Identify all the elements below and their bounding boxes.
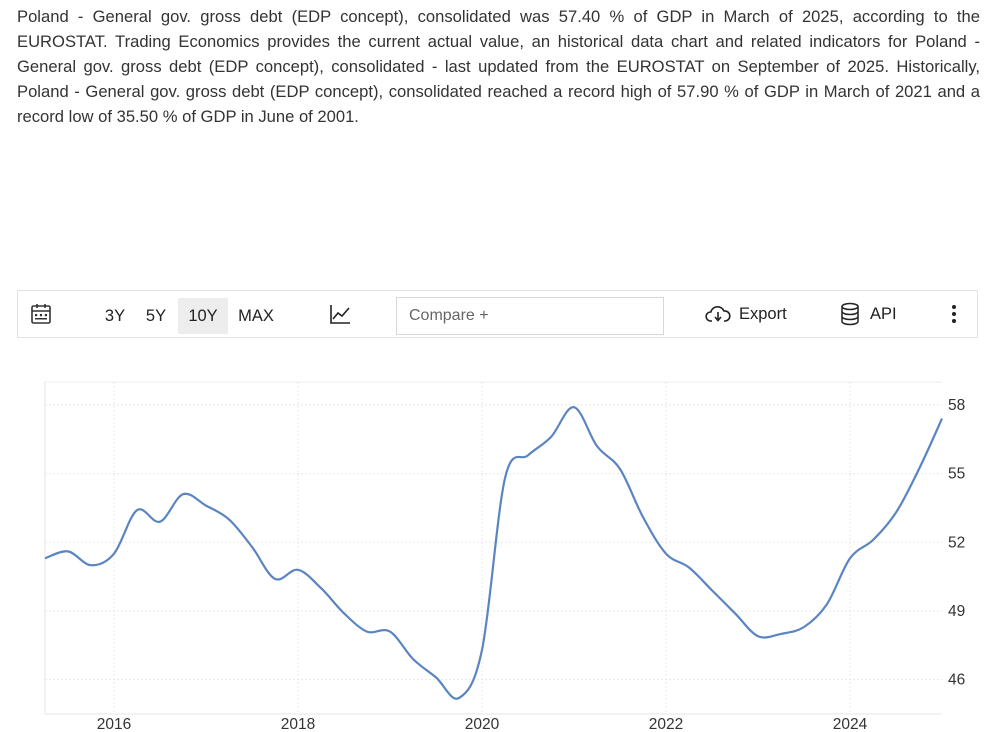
- data-point: [158, 519, 163, 524]
- y-tick-label: 49: [948, 603, 965, 620]
- range-button-max[interactable]: MAX: [238, 306, 274, 325]
- data-point: [618, 467, 623, 472]
- y-tick-label: 46: [948, 672, 965, 689]
- api-label: API: [870, 304, 897, 323]
- x-tick-label: 2018: [281, 716, 315, 732]
- y-tick-label: 55: [948, 466, 965, 483]
- data-point: [825, 602, 830, 607]
- data-point: [526, 453, 531, 458]
- line-chart: 46 49 52 55 58 2016 2018 2020 2022 2024: [43, 381, 965, 732]
- data-point: [43, 556, 48, 561]
- compare-input[interactable]: [396, 297, 664, 335]
- data-point: [273, 576, 278, 581]
- range-button-5y[interactable]: 5Y: [145, 306, 167, 325]
- range-button-3y[interactable]: 3Y: [104, 306, 126, 325]
- x-tick-label: 2022: [649, 716, 683, 732]
- data-point: [710, 588, 715, 593]
- data-point: [388, 629, 393, 634]
- data-point: [89, 563, 94, 568]
- x-tick-label: 2024: [833, 716, 868, 732]
- data-point: [227, 517, 232, 522]
- data-point: [181, 492, 186, 497]
- data-point: [871, 538, 876, 543]
- series-line: [44, 406, 944, 700]
- y-tick-label: 58: [948, 397, 965, 414]
- api-button[interactable]: API: [840, 291, 897, 337]
- data-point: [480, 647, 485, 652]
- data-point: [319, 586, 324, 591]
- data-point: [595, 444, 600, 449]
- data-point: [779, 631, 784, 636]
- chart-area: 46 49 52 55 58 2016 2018 2020 2022 2024: [0, 340, 989, 732]
- data-point: [549, 435, 554, 440]
- data-point: [204, 503, 209, 508]
- export-label: Export: [739, 304, 787, 323]
- data-point: [296, 567, 301, 572]
- data-point: [112, 551, 117, 556]
- cloud-download-icon: [705, 304, 731, 324]
- page-description: Poland - General gov. gross debt (EDP co…: [17, 7, 980, 126]
- x-tick-label: 2020: [465, 716, 500, 732]
- chart-toolbar: 3Y 5Y 10Y MAX Export API: [17, 290, 978, 338]
- data-point: [434, 675, 439, 680]
- data-point: [894, 510, 899, 515]
- data-point: [641, 515, 646, 520]
- calendar-icon[interactable]: [30, 291, 52, 337]
- data-point: [411, 657, 416, 662]
- y-tick-label: 52: [948, 534, 965, 551]
- line-chart-icon[interactable]: [329, 291, 351, 337]
- data-point: [664, 551, 669, 556]
- data-point: [365, 629, 370, 634]
- x-tick-label: 2016: [97, 716, 131, 732]
- database-icon: [840, 302, 860, 326]
- data-point: [135, 508, 140, 513]
- data-point: [572, 405, 577, 410]
- data-point: [250, 544, 255, 549]
- data-point: [917, 467, 922, 472]
- data-point: [940, 416, 945, 421]
- data-point: [756, 634, 761, 639]
- data-point: [687, 565, 692, 570]
- data-point: [848, 556, 853, 561]
- data-point: [457, 696, 462, 701]
- range-button-10y[interactable]: 10Y: [178, 298, 228, 334]
- data-point: [342, 611, 347, 616]
- vertical-dots-icon[interactable]: [950, 291, 958, 337]
- data-point: [733, 611, 738, 616]
- data-point: [503, 476, 508, 481]
- data-point: [66, 549, 71, 554]
- data-point: [802, 625, 807, 630]
- export-button[interactable]: Export: [705, 291, 787, 337]
